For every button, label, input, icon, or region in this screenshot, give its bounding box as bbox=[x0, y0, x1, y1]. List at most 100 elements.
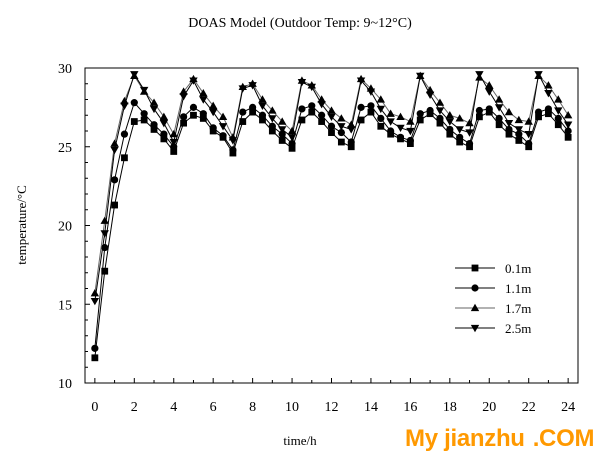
x-tick-label: 12 bbox=[325, 400, 339, 415]
data-point-1.1m bbox=[337, 128, 345, 137]
data-point-1.1m bbox=[554, 114, 562, 122]
data-point-0.1m bbox=[347, 143, 355, 151]
data-point-2.5m bbox=[218, 123, 228, 131]
data-point-0.1m bbox=[180, 119, 187, 127]
x-tick-label: 18 bbox=[443, 400, 457, 415]
data-point-2.5m bbox=[100, 230, 109, 238]
data-point-1.1m bbox=[239, 108, 247, 116]
data-point-1.7m bbox=[554, 95, 563, 103]
data-point-1.7m bbox=[347, 120, 356, 128]
data-point-1.7m bbox=[406, 117, 415, 125]
data-point-1.7m bbox=[544, 81, 553, 89]
data-point-0.1m bbox=[337, 138, 345, 146]
data-point-1.1m bbox=[485, 105, 493, 113]
data-point-1.1m bbox=[120, 130, 129, 138]
x-tick-label: 10 bbox=[285, 400, 299, 415]
watermark-text: My jianzhu bbox=[405, 425, 525, 452]
data-point-2.5m bbox=[514, 126, 524, 134]
x-tick-label: 2 bbox=[131, 400, 138, 415]
data-point-0.1m bbox=[367, 108, 375, 116]
data-point-0.1m bbox=[446, 130, 454, 138]
data-point-2.5m bbox=[169, 138, 178, 147]
watermark-suffix: .COM bbox=[532, 425, 595, 452]
data-point-1.1m bbox=[318, 111, 326, 119]
data-point-2.5m bbox=[238, 85, 247, 93]
data-point-2.5m bbox=[189, 77, 198, 85]
data-point-2.5m bbox=[494, 104, 504, 112]
data-point-2.5m bbox=[159, 119, 169, 128]
data-point-0.1m bbox=[308, 108, 316, 116]
data-point-1.1m bbox=[475, 106, 483, 115]
data-point-2.5m bbox=[120, 102, 129, 110]
data-point-2.5m bbox=[297, 79, 307, 87]
data-point-2.5m bbox=[386, 118, 395, 126]
data-point-0.1m bbox=[199, 115, 207, 122]
data-point-0.1m bbox=[505, 130, 513, 138]
data-point-1.1m bbox=[160, 130, 168, 138]
data-point-1.7m bbox=[485, 81, 494, 89]
data-point-1.7m bbox=[337, 114, 346, 122]
y-tick-label: 25 bbox=[58, 141, 72, 156]
data-point-1.7m bbox=[445, 111, 455, 119]
data-point-1.1m bbox=[189, 103, 198, 111]
x-tick-label: 0 bbox=[91, 400, 98, 415]
data-point-0.1m bbox=[160, 135, 168, 143]
data-point-1.1m bbox=[436, 114, 444, 122]
data-point-0.1m bbox=[239, 118, 247, 125]
data-point-1.7m bbox=[386, 109, 395, 117]
data-point-0.1m bbox=[170, 148, 178, 155]
data-point-1.1m bbox=[308, 102, 316, 110]
data-point-0.1m bbox=[476, 113, 483, 121]
data-point-1.7m bbox=[208, 101, 218, 109]
data-point-2.5m bbox=[179, 93, 188, 101]
data-point-1.7m bbox=[465, 118, 474, 127]
data-point-0.1m bbox=[456, 138, 464, 146]
data-point-2.5m bbox=[544, 90, 553, 98]
data-point-1.1m bbox=[505, 125, 513, 134]
data-point-1.1m bbox=[209, 124, 217, 132]
data-point-1.1m bbox=[515, 130, 523, 138]
data-point-2.5m bbox=[445, 118, 455, 126]
data-point-0.1m bbox=[140, 116, 148, 124]
data-point-1.1m bbox=[416, 110, 424, 118]
legend-marker bbox=[471, 264, 479, 272]
data-point-1.1m bbox=[347, 138, 355, 146]
data-point-1.7m bbox=[90, 289, 100, 297]
legend-label: 1.1m bbox=[505, 281, 531, 296]
data-point-2.5m bbox=[406, 127, 415, 136]
data-point-2.5m bbox=[248, 82, 257, 90]
data-point-2.5m bbox=[139, 86, 149, 95]
data-point-1.1m bbox=[367, 102, 375, 110]
data-point-1.1m bbox=[249, 103, 257, 111]
data-point-1.1m bbox=[495, 114, 503, 122]
data-point-0.1m bbox=[249, 108, 257, 116]
data-point-1.7m bbox=[218, 112, 228, 120]
data-point-0.1m bbox=[545, 110, 552, 118]
data-point-0.1m bbox=[91, 354, 99, 362]
data-point-0.1m bbox=[288, 144, 296, 152]
data-point-0.1m bbox=[377, 122, 385, 130]
data-point-1.1m bbox=[534, 108, 543, 116]
data-point-1.7m bbox=[287, 126, 297, 135]
data-point-2.5m bbox=[563, 121, 573, 129]
data-point-2.5m bbox=[149, 105, 159, 114]
x-tick-label: 4 bbox=[170, 400, 177, 415]
data-point-1.1m bbox=[91, 344, 99, 352]
x-tick-label: 20 bbox=[482, 400, 496, 415]
data-point-1.1m bbox=[377, 114, 385, 122]
legend: 0.1m 1.1m 1.7m 2.5m bbox=[455, 261, 531, 336]
data-point-2.5m bbox=[524, 131, 533, 139]
x-tick-label: 14 bbox=[364, 400, 378, 415]
data-point-1.1m bbox=[219, 132, 227, 140]
x-tick-label: 16 bbox=[403, 400, 417, 415]
legend-label: 2.5m bbox=[505, 321, 531, 336]
data-point-1.1m bbox=[150, 121, 158, 129]
x-axis-label: time/h bbox=[283, 433, 317, 448]
data-point-1.7m bbox=[494, 95, 504, 103]
y-tick-label: 15 bbox=[58, 298, 72, 313]
data-point-2.5m bbox=[327, 113, 336, 122]
data-point-0.1m bbox=[436, 119, 444, 127]
y-tick-label: 30 bbox=[58, 62, 72, 77]
